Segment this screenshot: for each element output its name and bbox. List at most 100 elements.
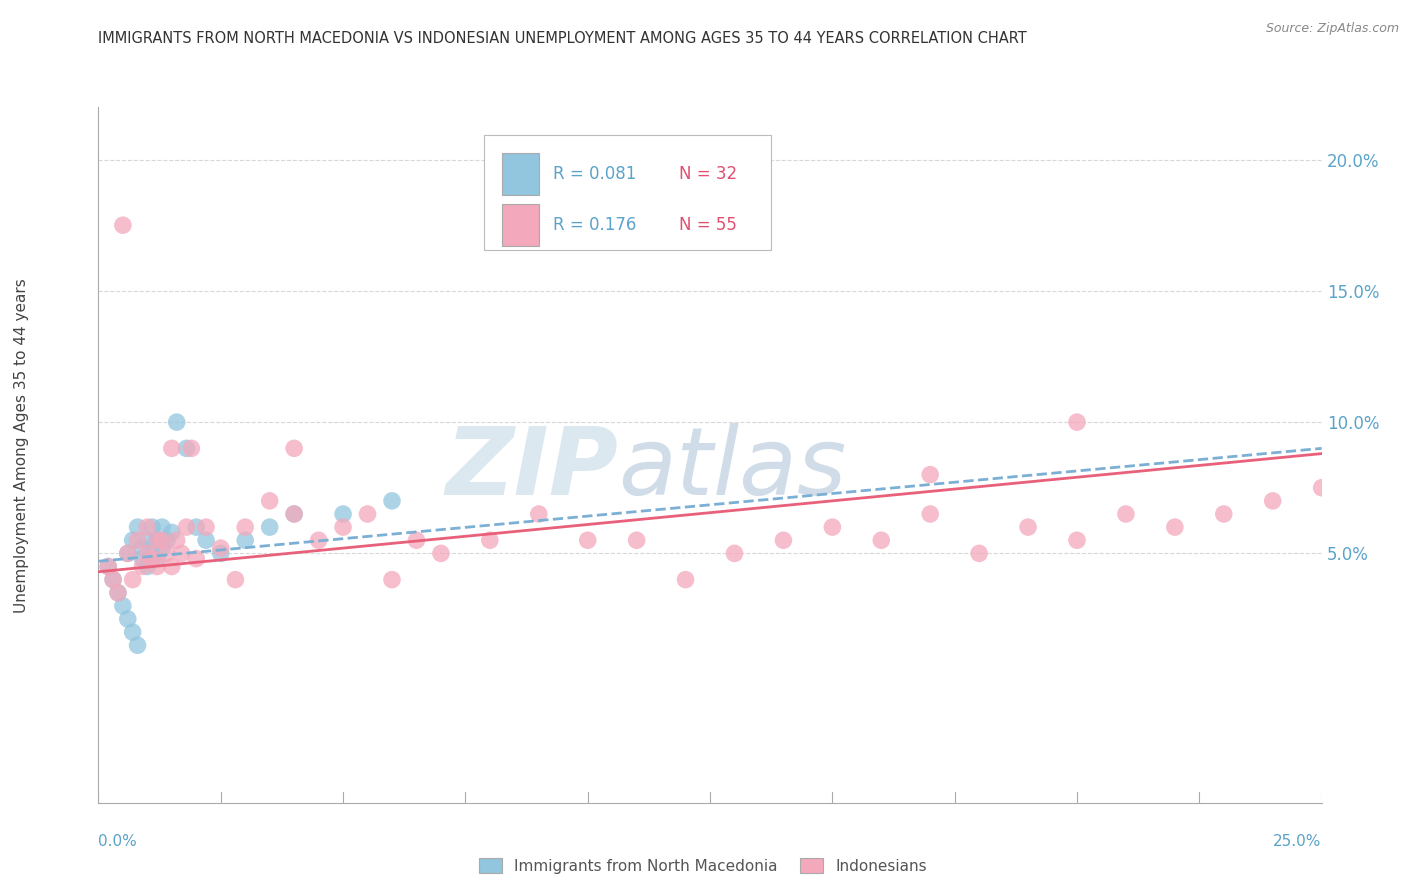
Legend: Immigrants from North Macedonia, Indonesians: Immigrants from North Macedonia, Indones… xyxy=(472,852,934,880)
Point xyxy=(136,520,159,534)
Point xyxy=(121,573,143,587)
Text: ZIP: ZIP xyxy=(446,423,619,515)
Point xyxy=(141,546,163,560)
Point xyxy=(405,533,427,548)
Point xyxy=(101,573,124,587)
Text: atlas: atlas xyxy=(619,424,846,515)
Point xyxy=(136,533,159,548)
Point xyxy=(259,494,281,508)
Point xyxy=(131,551,153,566)
Point xyxy=(283,507,305,521)
Point xyxy=(381,573,404,587)
Point xyxy=(107,586,129,600)
Point xyxy=(160,442,183,456)
Point xyxy=(576,533,599,548)
Point xyxy=(136,546,159,560)
FancyBboxPatch shape xyxy=(484,135,772,250)
Point xyxy=(1310,481,1333,495)
Point xyxy=(186,520,208,534)
Point xyxy=(111,599,134,613)
Point xyxy=(176,520,198,534)
Point xyxy=(233,533,256,548)
Point xyxy=(121,533,143,548)
Point xyxy=(146,559,169,574)
Text: 25.0%: 25.0% xyxy=(1274,834,1322,849)
Point xyxy=(332,520,354,534)
Point xyxy=(97,559,120,574)
Point xyxy=(920,507,942,521)
Point xyxy=(356,507,378,521)
Point xyxy=(224,573,246,587)
Point xyxy=(146,533,169,548)
Point xyxy=(111,218,134,232)
Point xyxy=(107,586,129,600)
Point xyxy=(1164,520,1187,534)
Text: Source: ZipAtlas.com: Source: ZipAtlas.com xyxy=(1265,22,1399,36)
Point xyxy=(430,546,453,560)
Point xyxy=(117,546,139,560)
Point xyxy=(381,494,404,508)
Point xyxy=(1261,494,1284,508)
Point xyxy=(150,533,173,548)
Text: Unemployment Among Ages 35 to 44 years: Unemployment Among Ages 35 to 44 years xyxy=(14,278,28,614)
Point xyxy=(97,559,120,574)
Point xyxy=(101,573,124,587)
Point xyxy=(1066,533,1088,548)
Text: N = 32: N = 32 xyxy=(679,165,738,184)
Point xyxy=(195,520,218,534)
Point xyxy=(283,507,305,521)
Point xyxy=(478,533,501,548)
Point xyxy=(156,533,179,548)
Point xyxy=(967,546,990,560)
Point xyxy=(1212,507,1234,521)
Text: R = 0.081: R = 0.081 xyxy=(554,165,637,184)
Point xyxy=(772,533,794,548)
Point xyxy=(127,638,149,652)
Point xyxy=(283,442,305,456)
Point xyxy=(527,507,550,521)
Point xyxy=(821,520,844,534)
Point xyxy=(160,525,183,540)
Point xyxy=(1066,415,1088,429)
Text: IMMIGRANTS FROM NORTH MACEDONIA VS INDONESIAN UNEMPLOYMENT AMONG AGES 35 TO 44 Y: IMMIGRANTS FROM NORTH MACEDONIA VS INDON… xyxy=(98,31,1028,46)
Point xyxy=(920,467,942,482)
Point xyxy=(675,573,697,587)
Point xyxy=(160,559,183,574)
Point xyxy=(233,520,256,534)
Point xyxy=(127,520,149,534)
Point xyxy=(166,415,188,429)
Point xyxy=(150,541,173,555)
Point xyxy=(117,612,139,626)
Point xyxy=(166,533,188,548)
Point xyxy=(176,442,198,456)
Point xyxy=(1115,507,1137,521)
Point xyxy=(117,546,139,560)
Point xyxy=(141,551,163,566)
Point xyxy=(186,551,208,566)
Point xyxy=(127,533,149,548)
Point xyxy=(170,546,193,560)
Point xyxy=(626,533,648,548)
Point xyxy=(180,442,202,456)
Point xyxy=(156,546,179,560)
Point xyxy=(195,533,218,548)
Point xyxy=(723,546,745,560)
Point xyxy=(121,625,143,640)
Point xyxy=(146,551,169,566)
Point xyxy=(259,520,281,534)
Point xyxy=(136,559,159,574)
Point xyxy=(209,541,232,555)
Point xyxy=(150,520,173,534)
Point xyxy=(209,546,232,560)
Text: R = 0.176: R = 0.176 xyxy=(554,216,637,234)
FancyBboxPatch shape xyxy=(502,153,538,195)
Point xyxy=(131,541,153,555)
Point xyxy=(332,507,354,521)
Point xyxy=(1017,520,1039,534)
Text: N = 55: N = 55 xyxy=(679,216,737,234)
Point xyxy=(141,520,163,534)
Point xyxy=(131,559,153,574)
Point xyxy=(146,533,169,548)
Point xyxy=(870,533,893,548)
Text: 0.0%: 0.0% xyxy=(98,834,138,849)
